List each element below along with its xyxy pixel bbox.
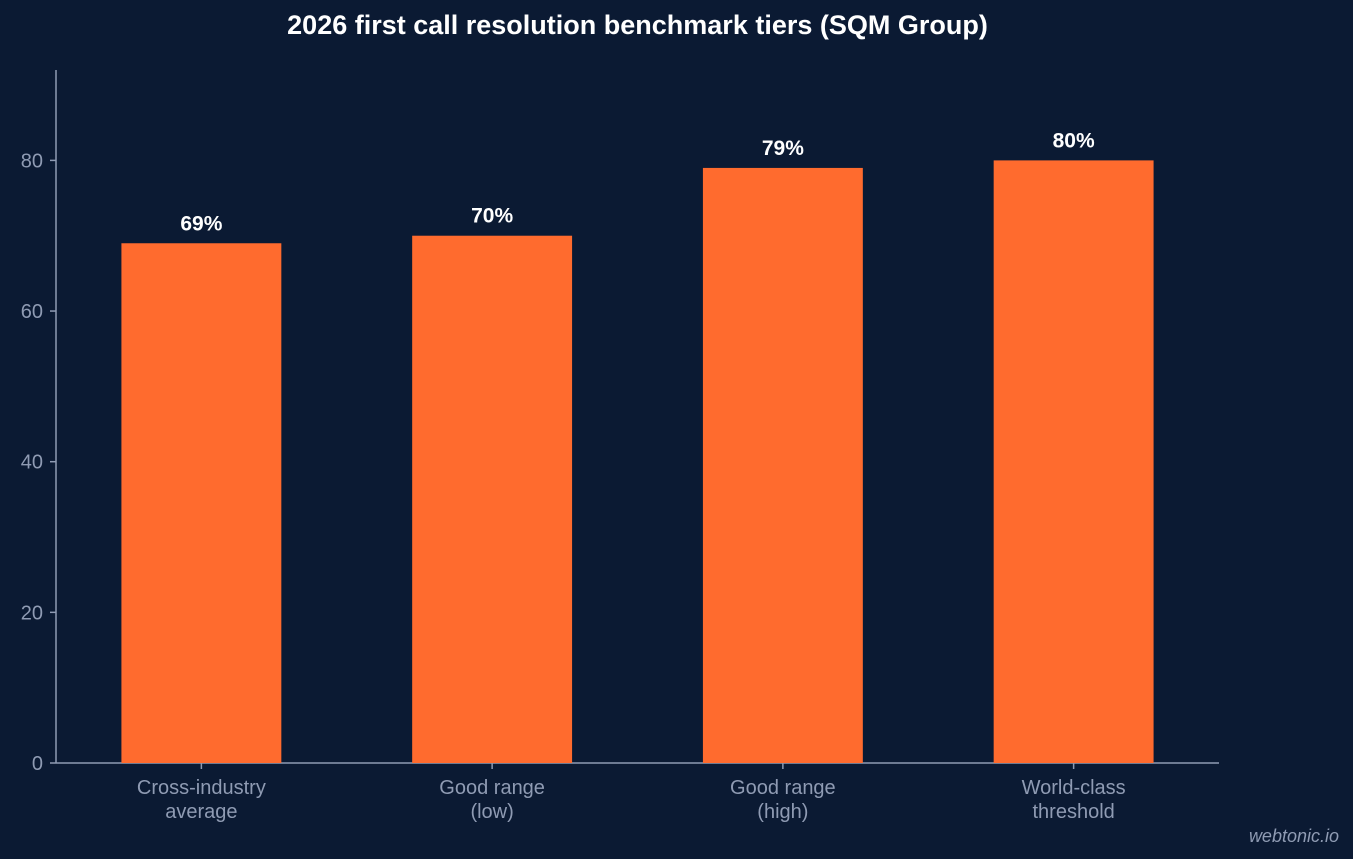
y-tick-label: 0: [32, 753, 43, 775]
x-tick-label: World-class threshold: [1022, 777, 1126, 823]
bar: [121, 243, 282, 763]
bar-value-label: 80%: [1053, 129, 1095, 152]
chart-title: 2026 first call resolution benchmark tie…: [287, 10, 988, 40]
x-tick-label-line: average: [165, 801, 237, 823]
x-tick-label-line: World-class: [1022, 777, 1126, 799]
y-tick-label: 60: [21, 301, 43, 323]
watermark: webtonic.io: [1248, 826, 1339, 846]
x-tick-label: Good range (low): [439, 777, 545, 823]
x-tick-label-line: threshold: [1032, 801, 1114, 823]
x-tick-label-line: Good range: [439, 777, 545, 799]
y-tick-label: 20: [21, 602, 43, 624]
y-tick-label: 40: [21, 452, 43, 474]
x-tick-label-line: Good range: [730, 777, 836, 799]
x-tick-label-line: Cross-industry: [137, 777, 266, 799]
y-tick-label: 80: [21, 150, 43, 172]
x-tick-label: Cross-industry average: [137, 777, 266, 823]
bar-value-label: 69%: [180, 212, 222, 235]
x-tick-label-line: (low): [470, 801, 513, 823]
bar: [993, 160, 1154, 764]
x-tick-label: Good range (high): [730, 777, 836, 823]
bar-value-label: 79%: [762, 137, 804, 160]
bar-value-label: 70%: [471, 205, 513, 228]
bar: [702, 167, 863, 763]
x-tick-label-line: (high): [757, 801, 808, 823]
bar: [412, 235, 573, 763]
